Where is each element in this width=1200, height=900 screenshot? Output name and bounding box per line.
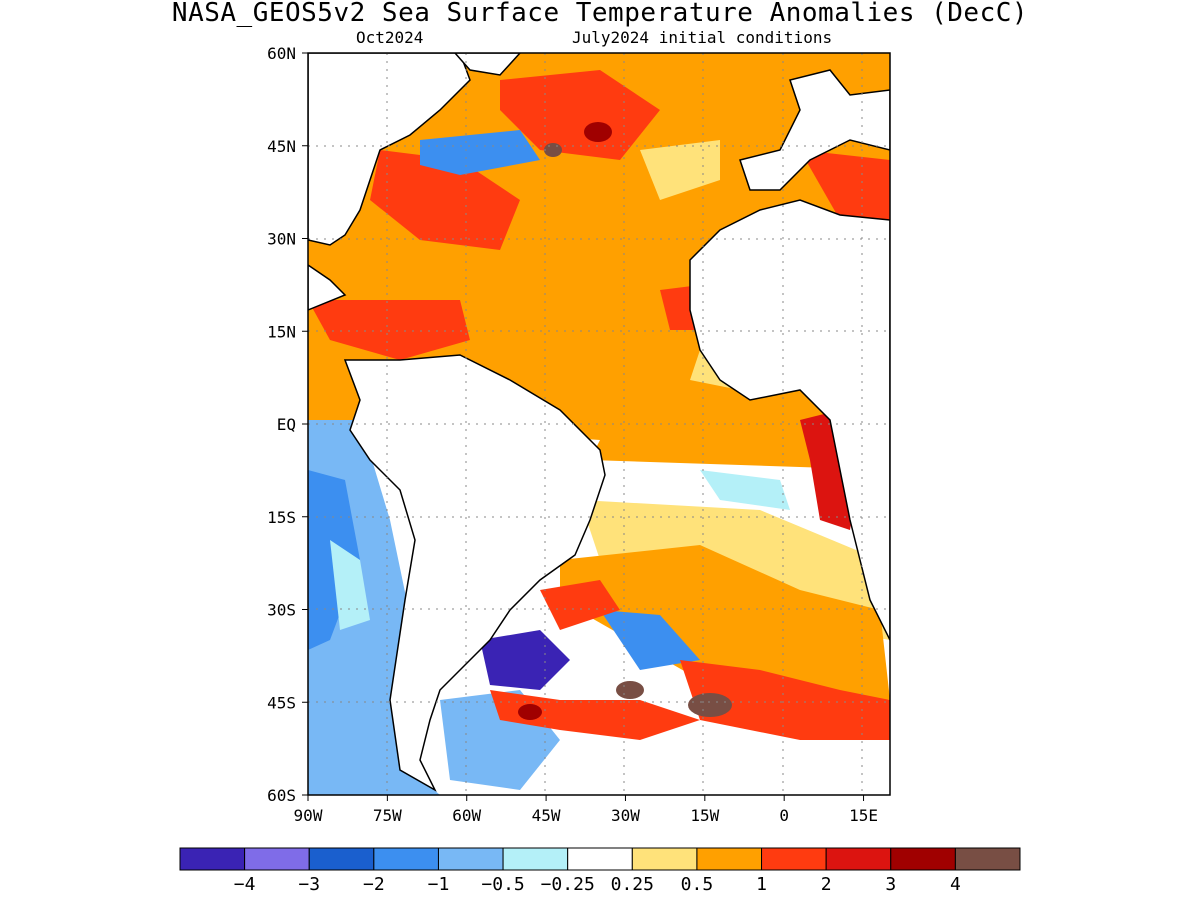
colorbar-swatch xyxy=(437,847,504,871)
lon-tick-label: 90W xyxy=(294,806,323,825)
anomaly-labrador-cool xyxy=(420,130,540,175)
anomaly-extreme-1 xyxy=(616,681,644,699)
colorbar-swatch xyxy=(631,847,698,871)
greenland-land xyxy=(453,53,522,76)
lat-tick-label: 30S xyxy=(267,601,296,620)
colorbar-swatch xyxy=(825,847,892,871)
lat-tick-label: 60S xyxy=(267,786,296,805)
anomaly-hot-streak-1 xyxy=(490,690,700,740)
anomaly-north-extreme-2 xyxy=(544,143,562,157)
colorbar-swatch xyxy=(890,847,956,871)
north-america-land xyxy=(308,53,471,246)
colorbar-label: 3 xyxy=(885,874,896,895)
lat-tick-label: EQ xyxy=(277,415,296,434)
europe-land xyxy=(739,69,890,191)
lon-tick-label: 30W xyxy=(611,806,640,825)
colorbar-swatch xyxy=(761,847,827,871)
south-america-land xyxy=(343,354,606,792)
lat-tick-label: 15S xyxy=(267,508,296,527)
colorbar-label: 0.25 xyxy=(611,874,654,895)
map-title: NASA_GEOS5v2 Sea Surface Temperature Ano… xyxy=(171,0,1029,28)
africa-land xyxy=(689,199,890,641)
lat-tick-label: 45S xyxy=(267,693,296,712)
anomaly-pacific-light xyxy=(330,540,370,630)
lon-tick-label: 60W xyxy=(452,806,481,825)
lon-tick-label: 0 xyxy=(779,806,789,825)
anomaly-med-hot xyxy=(800,150,890,230)
colorbar-swatch xyxy=(308,847,375,871)
lon-tick-label: 15E xyxy=(849,806,878,825)
colorbar-swatch xyxy=(373,847,439,871)
colorbar-label: 4 xyxy=(950,874,961,895)
lon-tick-label: 75W xyxy=(373,806,402,825)
anomaly-gulf-stream-hot xyxy=(370,150,520,250)
colorbar-label: −2 xyxy=(363,874,385,895)
anomaly-warm-south xyxy=(560,545,890,700)
colorbar-label: 1 xyxy=(756,874,767,895)
anomaly-hot-streak-3 xyxy=(540,580,620,630)
anomaly-cool-south xyxy=(600,610,700,670)
colorbar-swatch xyxy=(567,847,633,871)
colorbar-label: 0.5 xyxy=(681,874,714,895)
lat-tick-label: 30N xyxy=(267,230,296,249)
lat-tick-label: 60N xyxy=(267,44,296,63)
anomaly-cold-core xyxy=(480,630,570,690)
colorbar-label: −3 xyxy=(298,874,320,895)
anomaly-hot-streak-2 xyxy=(680,660,890,740)
colorbar-label: −4 xyxy=(234,874,256,895)
lat-tick-label: 45N xyxy=(267,137,296,156)
anomaly-cool-central xyxy=(700,470,790,510)
lon-tick-label: 45W xyxy=(532,806,561,825)
lon-tick-label: 15W xyxy=(690,806,719,825)
anomaly-caribbean-hot xyxy=(308,300,470,360)
colorbar-label: −1 xyxy=(428,874,450,895)
forecast-month: Oct2024 xyxy=(356,28,424,47)
anomaly-midatlantic-light xyxy=(640,140,720,200)
colorbar-label: 2 xyxy=(821,874,832,895)
colorbar-swatch xyxy=(954,847,1021,871)
initial-conditions-label: July2024 initial conditions xyxy=(572,28,833,47)
colorbar-label: −0.5 xyxy=(481,874,524,895)
anomaly-north-extreme xyxy=(584,122,612,142)
colorbar-swatch xyxy=(179,847,246,871)
colorbar-swatch xyxy=(502,847,569,871)
lat-tick-label: 15N xyxy=(267,322,296,341)
colorbar-label: −0.25 xyxy=(541,874,595,895)
colorbar-swatch xyxy=(696,847,763,871)
grid-lines xyxy=(308,53,890,795)
central-america-land xyxy=(308,264,347,311)
colorbar-swatch xyxy=(244,847,310,871)
anomaly-north-hot xyxy=(500,70,660,160)
anomaly-extreme-2 xyxy=(688,693,732,717)
anomaly-extreme-3 xyxy=(518,704,542,720)
